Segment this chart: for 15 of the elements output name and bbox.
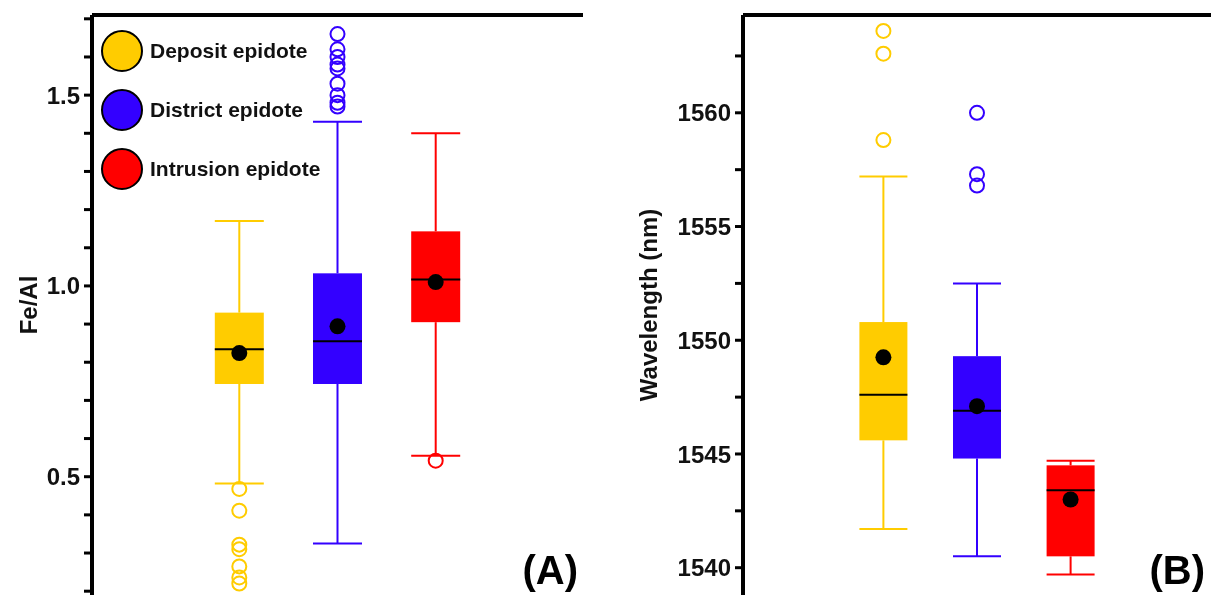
annotation: (B): [1149, 548, 1205, 593]
y-tick-label: 1550: [677, 326, 731, 354]
legend-label: Deposit epidote: [150, 38, 308, 63]
y-tick-label: 1555: [677, 213, 731, 241]
y-tick-label: 1.5: [46, 81, 80, 109]
legend-label: Intrusion epidote: [150, 156, 321, 181]
legend-label: District epidote: [150, 97, 303, 122]
y-tick-label: 1560: [677, 99, 731, 127]
y-axis-title: Fe/Al: [14, 275, 42, 335]
y-tick-label: 1540: [677, 554, 731, 582]
y-tick-label: 1545: [677, 440, 731, 468]
y-tick-label: 0.5: [46, 463, 80, 491]
y-axis-title: Wavelength (nm): [634, 208, 662, 402]
y-tick-label: 1.0: [46, 272, 80, 300]
annotation: (A): [522, 548, 578, 593]
